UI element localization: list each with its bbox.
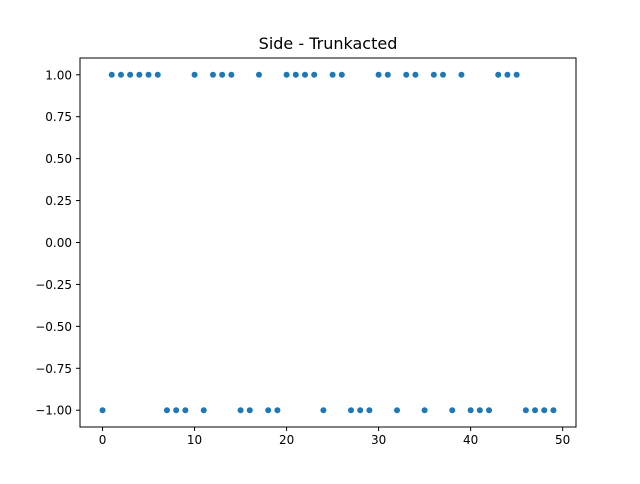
data-point <box>467 407 474 414</box>
data-point <box>403 71 410 78</box>
x-axis-ticks: 0 10 20 30 40 50 <box>99 427 570 447</box>
data-point <box>108 71 115 78</box>
data-point <box>320 407 327 414</box>
data-point <box>366 407 373 414</box>
data-point <box>255 71 262 78</box>
data-point <box>191 71 198 78</box>
data-point <box>163 407 170 414</box>
data-point <box>246 407 253 414</box>
data-point <box>173 407 180 414</box>
data-point <box>154 71 161 78</box>
data-point <box>412 71 419 78</box>
chart-title: Side - Trunkacted <box>259 34 398 53</box>
data-point <box>99 407 106 414</box>
data-point <box>136 71 143 78</box>
data-point <box>219 71 226 78</box>
y-tick-label: 0.50 <box>45 152 72 166</box>
data-point <box>311 71 318 78</box>
y-tick-label: −1.00 <box>35 404 72 418</box>
data-point <box>375 71 382 78</box>
data-point <box>348 407 355 414</box>
data-point <box>182 407 189 414</box>
data-point <box>265 407 272 414</box>
data-point <box>301 71 308 78</box>
data-point <box>541 407 548 414</box>
data-point <box>522 407 529 414</box>
data-point <box>532 407 539 414</box>
data-point <box>550 407 557 414</box>
data-point <box>127 71 134 78</box>
data-point <box>117 71 124 78</box>
data-point <box>421 407 428 414</box>
data-points <box>99 71 557 414</box>
data-point <box>513 71 520 78</box>
data-point <box>274 407 281 414</box>
x-tick-label: 20 <box>279 433 294 447</box>
data-point <box>357 407 364 414</box>
y-tick-label: 0.00 <box>45 236 72 250</box>
data-point <box>228 71 235 78</box>
y-axis-ticks: −1.00 −0.75 −0.50 −0.25 0.00 0.25 0.50 0.75 1.00 <box>35 68 80 418</box>
y-tick-label: 0.75 <box>45 110 72 124</box>
x-tick-label: 30 <box>371 433 386 447</box>
data-point <box>237 407 244 414</box>
x-tick-label: 10 <box>187 433 202 447</box>
data-point <box>458 71 465 78</box>
x-tick-label: 50 <box>555 433 570 447</box>
y-tick-label: −0.25 <box>35 278 72 292</box>
data-point <box>495 71 502 78</box>
data-point <box>209 71 216 78</box>
data-point <box>145 71 152 78</box>
data-point <box>384 71 391 78</box>
y-tick-label: −0.75 <box>35 362 72 376</box>
data-point <box>329 71 336 78</box>
data-point <box>338 71 345 78</box>
data-point <box>476 407 483 414</box>
data-point <box>283 71 290 78</box>
x-tick-label: 40 <box>463 433 478 447</box>
data-point <box>200 407 207 414</box>
data-point <box>440 71 447 78</box>
plot-area-frame <box>79 57 577 428</box>
x-tick-label: 0 <box>99 433 107 447</box>
y-tick-label: 0.25 <box>45 194 72 208</box>
data-point <box>292 71 299 78</box>
data-point <box>486 407 493 414</box>
data-point <box>394 407 401 414</box>
y-tick-label: −0.50 <box>35 320 72 334</box>
y-tick-label: 1.00 <box>45 68 72 82</box>
data-point <box>449 407 456 414</box>
data-point <box>504 71 511 78</box>
data-point <box>430 71 437 78</box>
